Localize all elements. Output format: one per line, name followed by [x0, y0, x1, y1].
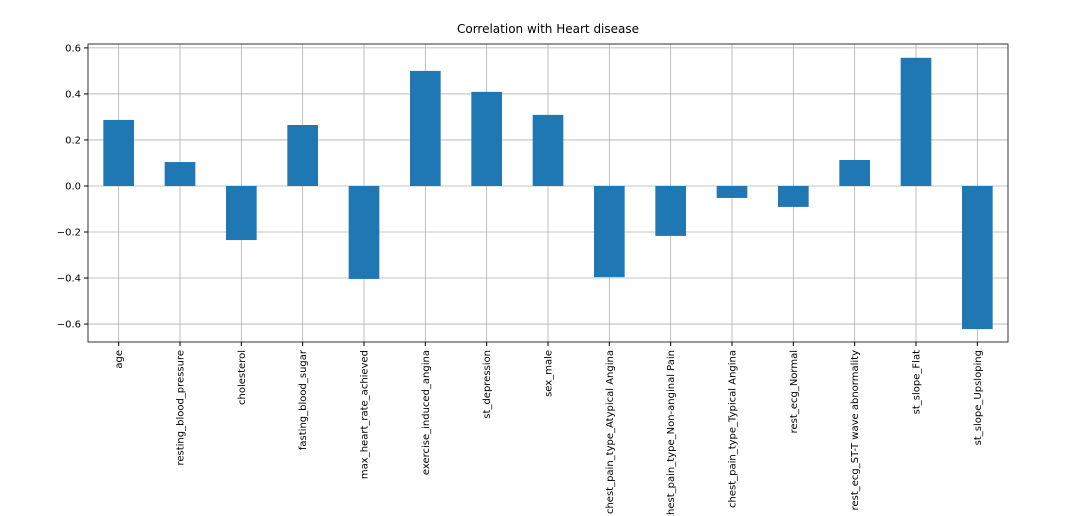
bar	[287, 125, 318, 186]
bar	[348, 185, 380, 279]
x-tick-label: rest_ecg_ST-T wave abnormality	[850, 350, 861, 510]
y-tick-label: −0.6	[57, 320, 81, 331]
x-tick-label: st_slope_Flat	[912, 350, 923, 414]
y-tick-label: 0.4	[65, 89, 81, 100]
y-tick-label: −0.2	[57, 228, 81, 239]
x-tick-label: rest_ecg_Normal	[789, 350, 800, 433]
bar	[410, 70, 441, 186]
bar	[716, 185, 748, 198]
x-tick-label: chest_pain_type_Atypical Angina	[605, 350, 616, 514]
x-tick-label: st_slope_Upsloping	[973, 350, 984, 445]
bar	[962, 185, 993, 330]
x-tick-label: chest_pain_type_Typical Angina	[728, 350, 739, 508]
y-tick-label: −0.4	[57, 274, 81, 285]
bar	[778, 185, 809, 207]
bar	[164, 162, 196, 186]
axes-frame	[87, 43, 1009, 343]
x-tick-label: exercise_induced_angina	[421, 350, 432, 475]
x-tick-label: chest_pain_type_Non-anginal Pain	[666, 350, 677, 516]
x-tick-label: age	[114, 350, 125, 369]
bar	[532, 114, 564, 186]
bar	[471, 91, 502, 186]
bar	[839, 159, 870, 186]
x-tick-label: st_depression	[482, 350, 493, 419]
x-tick-label: sex_male	[544, 350, 555, 397]
x-tick-label: max_heart_rate_achieved	[360, 350, 371, 479]
bar	[900, 57, 932, 186]
bar	[103, 119, 134, 186]
chart-title: Correlation with Heart disease	[457, 22, 639, 36]
y-tick-label: 0.0	[65, 181, 81, 192]
bar	[655, 185, 686, 236]
y-tick-label: 0.6	[65, 43, 81, 54]
x-tick-label: fasting_blood_sugar	[298, 349, 309, 450]
bar	[594, 185, 625, 278]
bar	[226, 185, 257, 241]
x-tick-label: cholesterol	[237, 350, 248, 405]
x-tick-label: resting_blood_pressure	[176, 350, 187, 466]
y-tick-label: 0.2	[65, 135, 81, 146]
